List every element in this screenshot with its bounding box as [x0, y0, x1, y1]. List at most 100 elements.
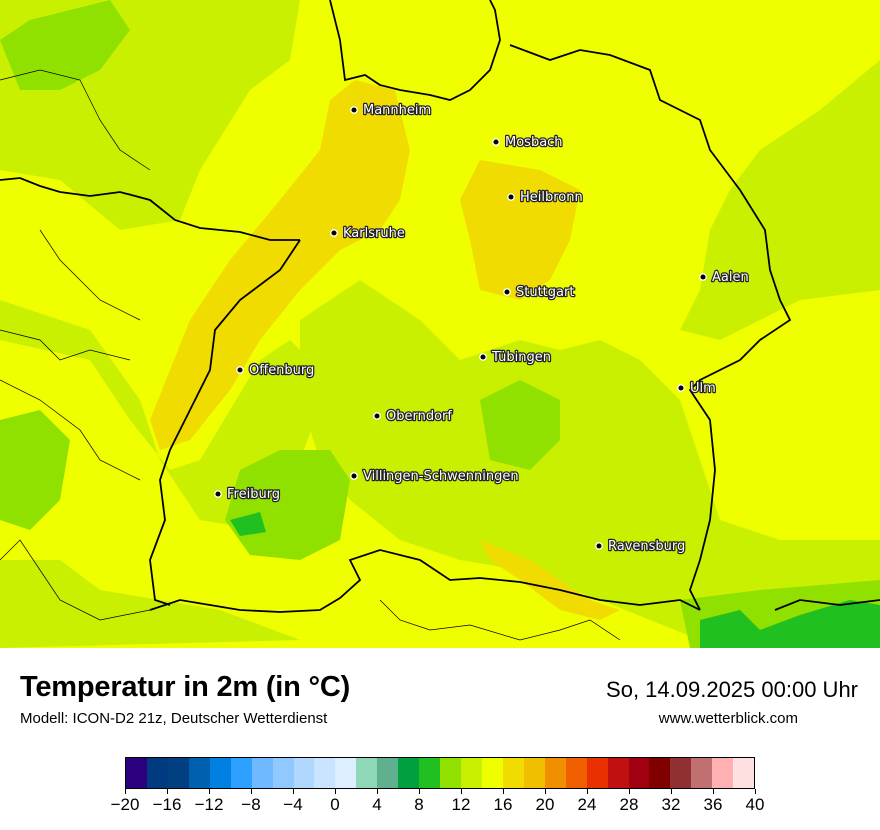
legend-tick-label: −20 [110, 795, 140, 814]
district-border-4 [39, 229, 141, 321]
legend-swatch [356, 758, 378, 788]
city-label: Villingen-Schwenningen [363, 469, 519, 484]
temp-region-18c-rhine [150, 80, 410, 450]
temp-region-12c-central [480, 380, 560, 470]
district-border-1 [0, 69, 151, 171]
temp-region-18c-bodensee [480, 540, 620, 620]
legend-swatch [188, 758, 210, 788]
city-label: Stuttgart [516, 285, 574, 300]
city-marker: Offenburg [236, 362, 316, 379]
legend-tick-mark [125, 789, 126, 794]
model-info: Modell: ICON-D2 21z, Deutscher Wetterdie… [20, 710, 328, 727]
legend-swatch [461, 758, 482, 788]
district-borders [0, 69, 621, 641]
city-dot [677, 384, 685, 392]
legend-tick-mark [503, 789, 504, 794]
legend-tick-mark [545, 789, 546, 794]
legend-tick-mark [419, 789, 420, 794]
legend-tick-mark [461, 789, 462, 794]
legend-tick-label: 36 [703, 795, 723, 814]
city-markers: Mannheim Mosbach Heilbronn Karlsruhe Aalen St… [214, 102, 750, 555]
city-dot [492, 138, 500, 146]
legend-tick-label: 20 [535, 795, 555, 814]
legend-swatch [440, 758, 461, 788]
temp-region-8c-alps [700, 600, 880, 648]
legend-tick-label: −16 [152, 795, 182, 814]
city-marker: Tübingen [479, 349, 552, 366]
temp-region-14c-ne [680, 60, 880, 340]
temperature-map: Mannheim Mosbach Heilbronn Karlsruhe Aalen St… [0, 0, 880, 648]
city-marker: Freiburg [214, 486, 281, 503]
legend-swatch [335, 758, 357, 788]
legend-tick-mark [209, 789, 210, 794]
legend-swatch [481, 758, 503, 788]
city-label: Aalen [712, 270, 749, 285]
legend-swatch [126, 758, 147, 788]
legend-tick-label: 24 [577, 795, 597, 814]
legend-tick-label: 16 [493, 795, 513, 814]
city-label: Heilbronn [520, 190, 583, 205]
legend-swatch [293, 758, 315, 788]
city-dot [330, 229, 338, 237]
district-border-6 [379, 599, 621, 641]
city-label: Mannheim [363, 103, 431, 118]
legend-tick-mark [671, 789, 672, 794]
district-border-5 [0, 539, 151, 621]
city-marker: Mannheim [350, 102, 432, 119]
legend-swatch [649, 758, 671, 788]
border-france-rhine [149, 239, 301, 606]
legend-swatch [733, 758, 755, 788]
border-north [0, 177, 300, 241]
city-label: Freiburg [227, 487, 280, 502]
city-marker: Mosbach [492, 134, 564, 151]
legend-swatch [544, 758, 566, 788]
legend-tick-mark [251, 789, 252, 794]
city-dot [699, 273, 707, 281]
border-hesse [329, 0, 501, 101]
city-dot [350, 472, 358, 480]
legend-tick-label: 4 [372, 795, 382, 814]
city-dot [595, 542, 603, 550]
legend-tick-mark [293, 789, 294, 794]
website-link[interactable]: www.wetterblick.com [658, 710, 798, 727]
temp-region-8c-forest [230, 512, 266, 536]
city-label: Oberndorf [386, 409, 452, 424]
city-label: Karlsruhe [343, 226, 405, 241]
legend-swatch [523, 758, 545, 788]
legend-tick-mark [167, 789, 168, 794]
legend-swatch [712, 758, 734, 788]
legend-swatch [502, 758, 524, 788]
legend-swatch [691, 758, 713, 788]
legend-tick-mark [587, 789, 588, 794]
legend-tick-label: 32 [661, 795, 681, 814]
legend-swatch [209, 758, 231, 788]
forecast-datetime: So, 14.09.2025 00:00 Uhr [606, 677, 858, 702]
legend-tick-mark [755, 789, 756, 794]
legend-tick-label: −4 [283, 795, 303, 814]
temp-region-18c-neckar [460, 160, 580, 300]
city-marker: Stuttgart [503, 284, 576, 301]
city-dot [503, 288, 511, 296]
city-dot [479, 353, 487, 361]
temp-region-14c-central [300, 280, 880, 648]
legend-tick-label: 40 [745, 795, 765, 814]
city-marker: Aalen [699, 269, 750, 286]
city-marker: Ulm [677, 380, 717, 397]
city-marker: Oberndorf [373, 408, 454, 425]
legend-swatch [607, 758, 629, 788]
temp-region-14c-sw [0, 560, 300, 648]
city-dot [507, 193, 515, 201]
city-marker: Villingen-Schwenningen [350, 468, 520, 485]
temp-region-12c-west [0, 410, 70, 530]
city-marker: Karlsruhe [330, 225, 406, 242]
legend-swatch [377, 758, 399, 788]
legend-tick-mark [713, 789, 714, 794]
legend-tick-label: 28 [619, 795, 639, 814]
legend-swatch [251, 758, 273, 788]
legend-ticks: −20 −16 −12 −8 −4 0 4 8 12 16 20 24 28 32 36 40 [0, 789, 880, 819]
city-dot [236, 366, 244, 374]
legend-tick-mark [335, 789, 336, 794]
chart-title: Temperatur in 2m (in °C) [20, 671, 351, 703]
city-dot [350, 106, 358, 114]
color-legend [125, 757, 755, 789]
